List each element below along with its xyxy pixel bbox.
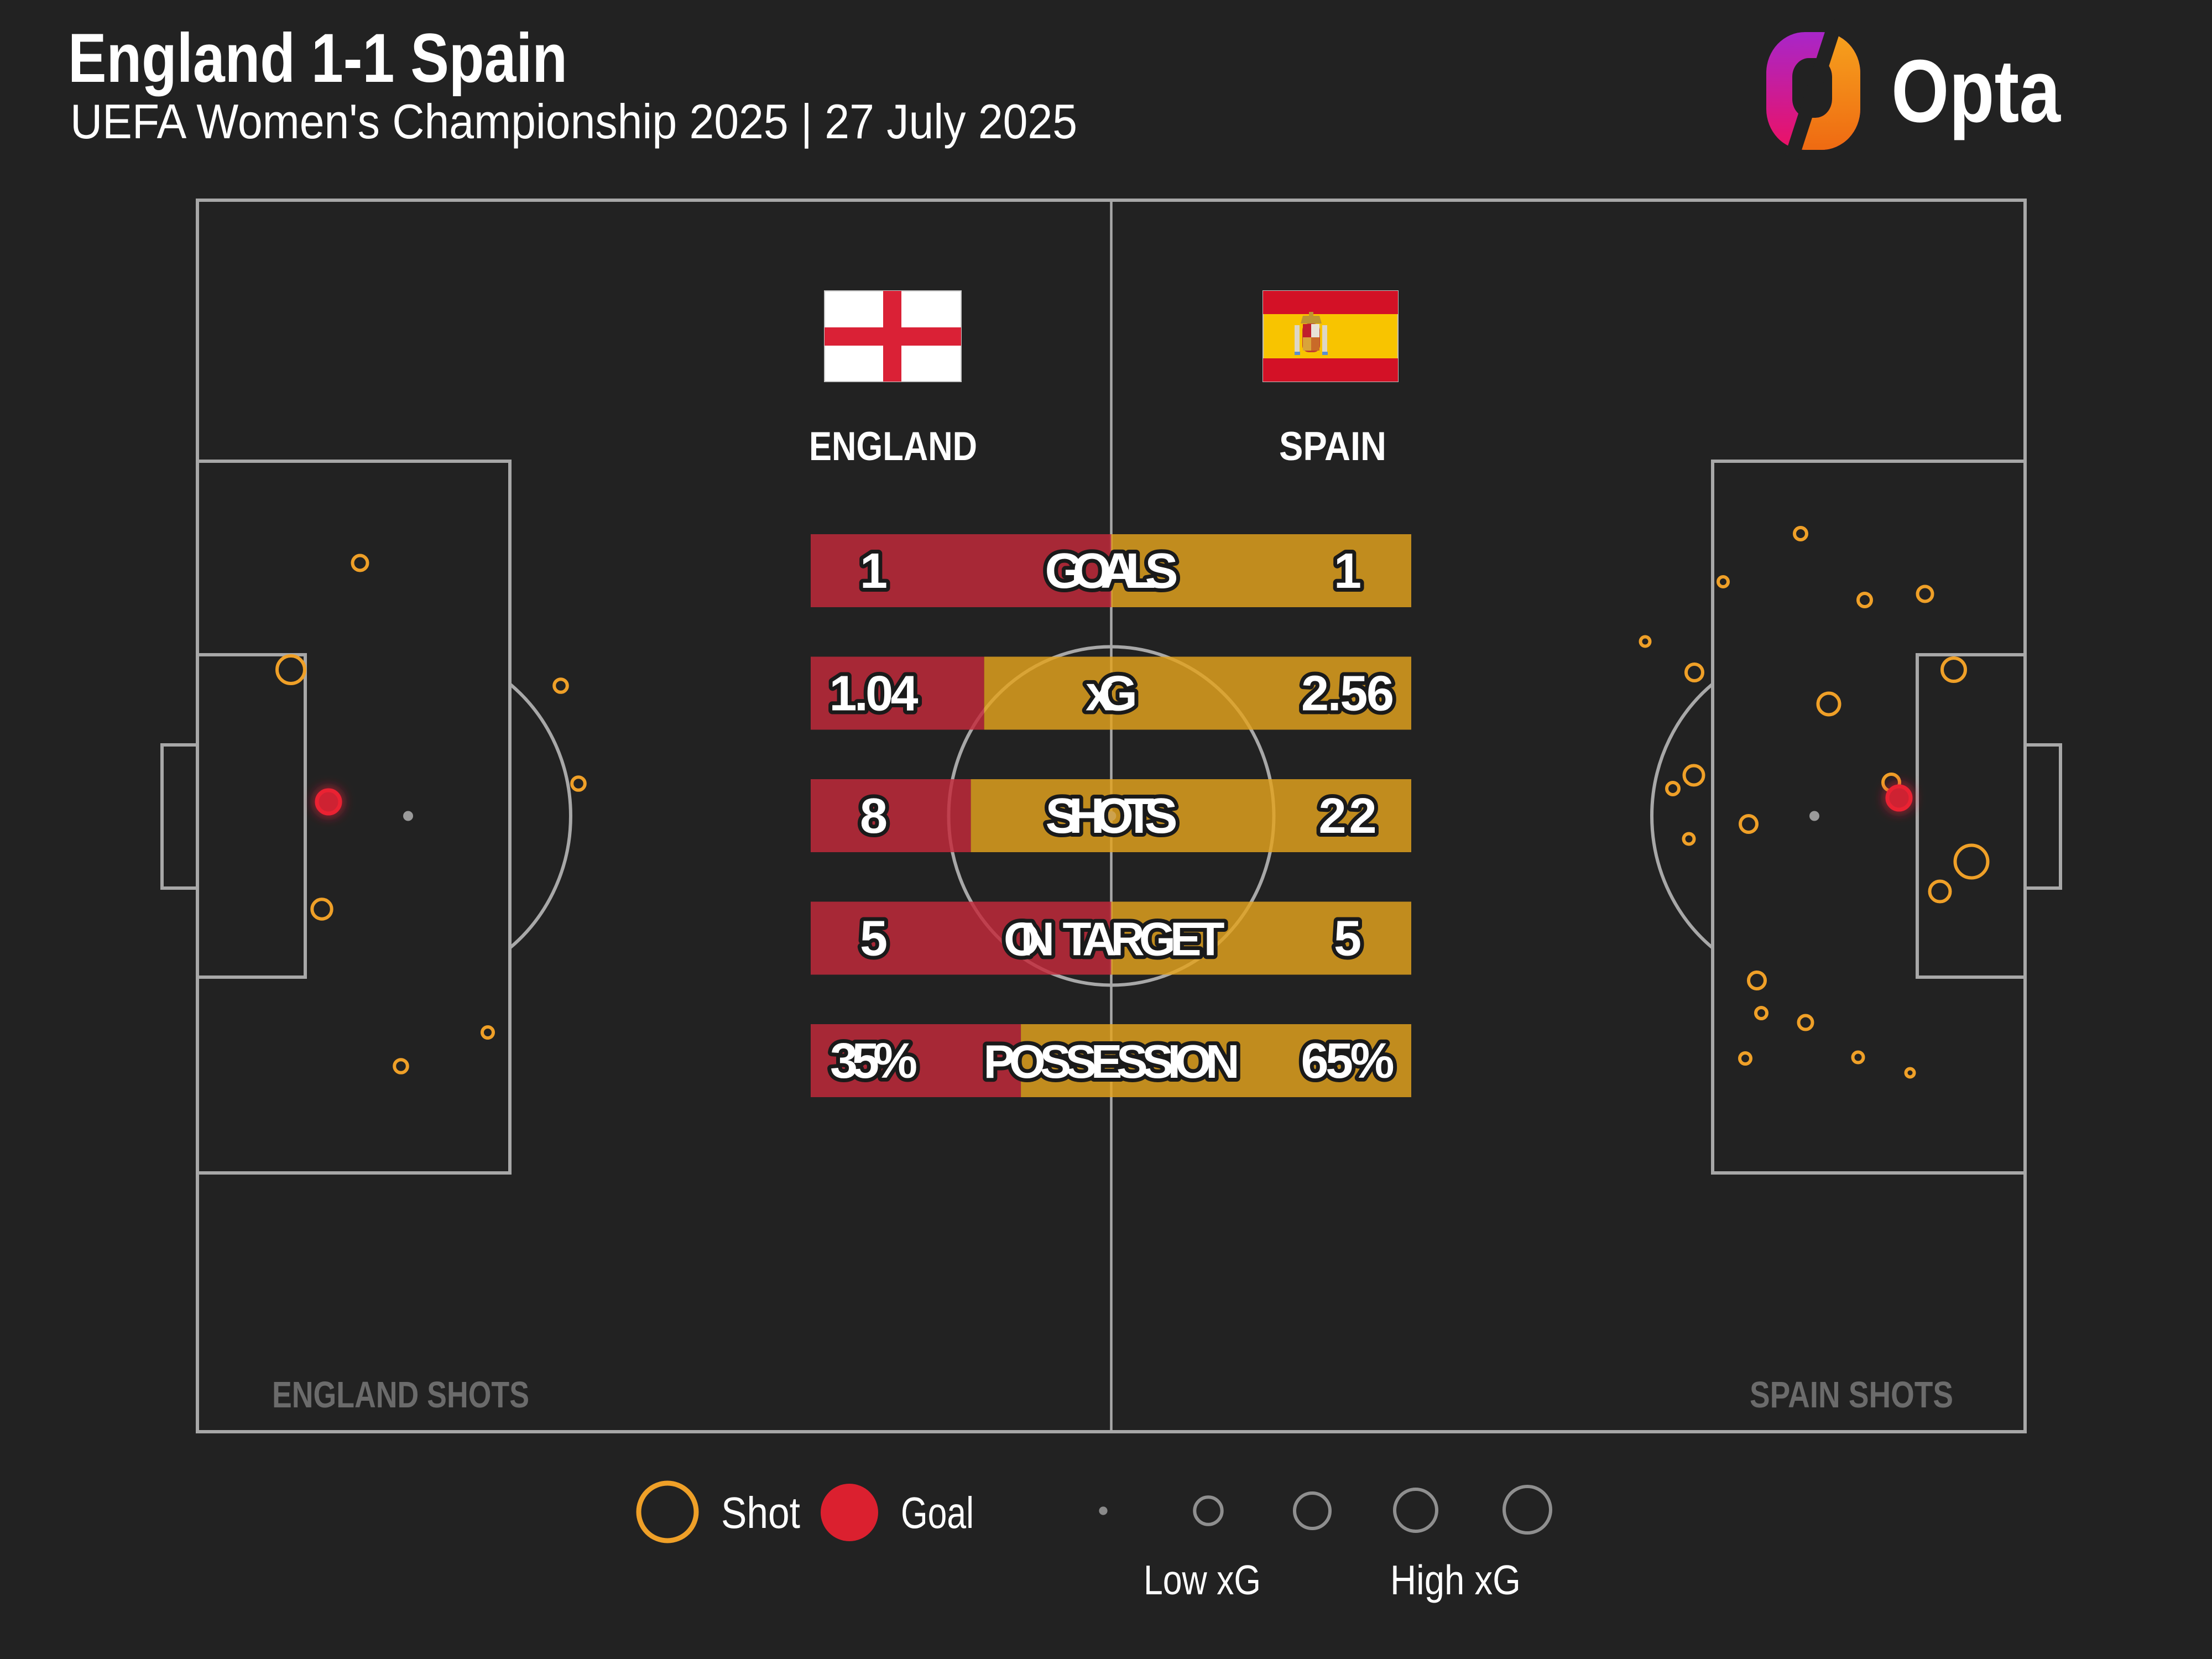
svg-text:2.56: 2.56	[1301, 666, 1394, 722]
svg-text:SHOTS: SHOTS	[1046, 789, 1178, 844]
svg-text:Shot: Shot	[721, 1488, 800, 1537]
svg-text:1: 1	[860, 544, 888, 599]
svg-text:5: 5	[1334, 911, 1361, 967]
svg-text:Opta: Opta	[1891, 41, 2061, 141]
svg-text:1: 1	[860, 544, 888, 599]
svg-text:England 1-1 Spain: England 1-1 Spain	[68, 20, 567, 97]
svg-text:5: 5	[860, 911, 888, 967]
svg-text:POSSESSION: POSSESSION	[984, 1036, 1240, 1088]
svg-text:Low xG: Low xG	[1144, 1557, 1261, 1603]
svg-text:65%: 65%	[1301, 1034, 1395, 1089]
svg-text:Goal: Goal	[901, 1488, 974, 1537]
svg-text:UEFA Women's Championship 2025: UEFA Women's Championship 2025 | 27 July…	[70, 94, 1077, 149]
svg-text:1.04: 1.04	[830, 666, 919, 722]
svg-text:ON: ON	[1004, 914, 1055, 966]
svg-text:SPAIN SHOTS: SPAIN SHOTS	[1750, 1374, 1953, 1416]
svg-text:1.04: 1.04	[830, 666, 919, 722]
svg-text:SHOTS: SHOTS	[1046, 789, 1178, 844]
svg-text:TARGET: TARGET	[1063, 914, 1225, 966]
svg-text:POSSESSION: POSSESSION	[984, 1036, 1240, 1088]
svg-text:1: 1	[1334, 544, 1361, 599]
svg-text:1: 1	[1334, 544, 1361, 599]
svg-text:ENGLAND SHOTS: ENGLAND SHOTS	[272, 1374, 529, 1416]
svg-text:35%: 35%	[830, 1034, 917, 1089]
svg-text:High xG: High xG	[1390, 1557, 1521, 1603]
svg-text:8: 8	[860, 789, 888, 844]
svg-text:xG: xG	[1086, 666, 1138, 722]
svg-text:2.56: 2.56	[1301, 666, 1394, 722]
svg-text:65%: 65%	[1301, 1034, 1395, 1089]
svg-text:xG: xG	[1086, 666, 1138, 722]
svg-text:ON: ON	[1004, 914, 1055, 966]
svg-text:5: 5	[860, 911, 888, 967]
svg-text:GOALS: GOALS	[1045, 544, 1178, 599]
svg-text:8: 8	[860, 789, 888, 844]
svg-text:ENGLAND: ENGLAND	[809, 424, 977, 469]
svg-text:SPAIN: SPAIN	[1279, 424, 1386, 469]
svg-text:35%: 35%	[830, 1034, 917, 1089]
svg-text:TARGET: TARGET	[1063, 914, 1225, 966]
svg-text:5: 5	[1334, 911, 1361, 967]
svg-text:GOALS: GOALS	[1045, 544, 1178, 599]
